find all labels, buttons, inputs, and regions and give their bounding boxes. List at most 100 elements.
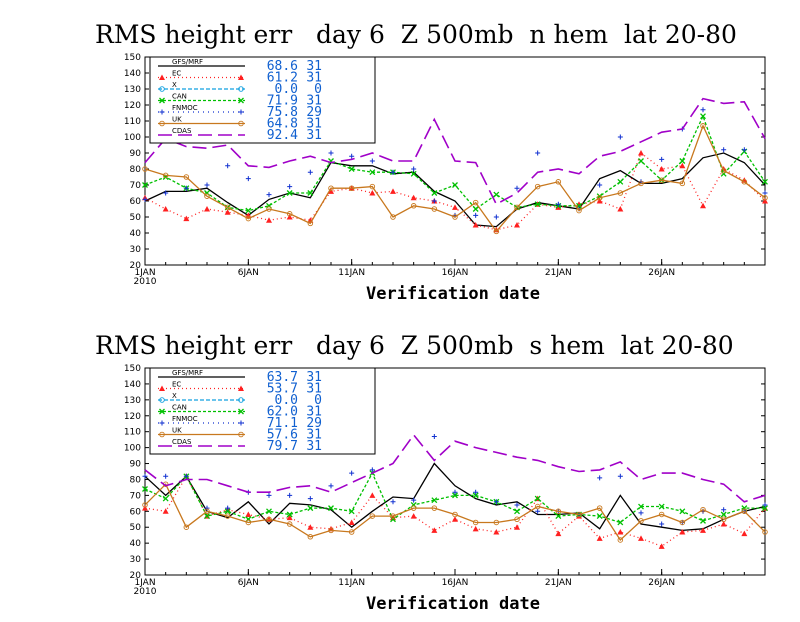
x-tick-label: 6JAN — [238, 268, 259, 278]
data-point — [514, 516, 520, 523]
y-tick-label: 60 — [130, 507, 142, 517]
legend-count: 31 — [306, 117, 322, 132]
data-point — [514, 508, 520, 515]
data-point — [679, 508, 686, 515]
x-axis-label: Verification date — [366, 284, 540, 304]
data-point — [452, 516, 458, 522]
data-point — [328, 483, 334, 489]
legend-series-name: GFS/MRF — [172, 58, 203, 66]
data-point — [741, 530, 748, 537]
series-line — [144, 474, 766, 548]
data-point — [596, 513, 603, 520]
data-point — [514, 524, 520, 530]
data-point — [762, 190, 768, 196]
y-tick-label: 150 — [124, 53, 141, 63]
legend-series-name: EC — [172, 70, 181, 78]
data-point — [617, 190, 624, 196]
legend-marker — [159, 408, 165, 415]
legend-marker — [238, 408, 244, 415]
legend-mean: 61.2 — [267, 71, 298, 86]
data-point — [287, 492, 293, 498]
data-point — [534, 495, 541, 502]
data-point — [762, 505, 768, 512]
data-point — [721, 507, 727, 513]
data-point — [286, 511, 293, 518]
data-point — [245, 215, 252, 222]
data-point — [658, 177, 665, 183]
series-line — [144, 97, 766, 206]
legend-marker — [238, 74, 244, 80]
data-point — [452, 214, 458, 220]
legend-marker — [159, 86, 165, 92]
series-line — [144, 483, 766, 542]
data-point — [390, 188, 396, 194]
y-tick-label: 50 — [130, 523, 142, 533]
legend-marker — [159, 109, 165, 115]
data-point — [369, 169, 376, 176]
legend-marker — [238, 97, 244, 104]
data-point — [617, 178, 624, 185]
data-point — [307, 534, 314, 540]
data-point — [390, 214, 396, 220]
data-point — [369, 190, 376, 196]
legend-series-name: X — [172, 392, 177, 400]
data-point — [596, 535, 603, 541]
legend-mean: 0.0 — [275, 393, 298, 408]
data-point — [411, 497, 417, 503]
data-point — [638, 518, 644, 524]
legend-marker — [159, 420, 165, 426]
data-point — [162, 495, 169, 502]
legend-marker — [238, 397, 244, 403]
data-point — [369, 492, 376, 498]
data-point — [204, 193, 210, 199]
legend-box — [149, 56, 376, 144]
data-point — [700, 123, 706, 129]
data-point — [555, 508, 562, 515]
data-point — [390, 514, 396, 521]
legend-mean: 71.9 — [267, 94, 298, 109]
data-point — [596, 198, 603, 204]
legend-count: 31 — [306, 382, 322, 397]
data-point — [473, 489, 479, 495]
series-cdas — [144, 97, 766, 206]
data-point — [162, 172, 169, 179]
legend-mean: 75.8 — [267, 105, 298, 120]
legend-marker — [238, 385, 244, 391]
legend-mean: 71.1 — [267, 416, 298, 431]
data-point — [142, 196, 148, 202]
data-point — [493, 529, 500, 535]
data-point — [514, 204, 520, 211]
data-point — [514, 502, 520, 508]
y-tick-label: 30 — [130, 555, 142, 565]
data-point — [617, 537, 624, 543]
x-tick-label: 11JAN — [338, 578, 365, 588]
legend-series-name: FNMOC — [172, 415, 198, 423]
data-point — [452, 489, 458, 495]
data-point — [659, 156, 665, 162]
y-tick-label: 30 — [130, 245, 142, 255]
legend-marker — [238, 109, 244, 115]
data-point — [266, 508, 272, 515]
data-point — [473, 212, 479, 218]
legend-series-name: CDAS — [172, 127, 192, 135]
north-hemisphere-panel: RMS height err day 6 Z 500mb n hem lat 2… — [95, 20, 768, 304]
data-point — [266, 206, 272, 212]
data-point — [183, 215, 190, 222]
series-uk — [142, 123, 768, 235]
data-point — [431, 527, 438, 533]
data-point — [348, 508, 355, 515]
legend-marker — [159, 397, 165, 403]
data-point — [307, 190, 314, 196]
data-point — [224, 209, 231, 215]
data-point — [617, 206, 624, 212]
data-point — [514, 185, 520, 191]
data-point — [348, 519, 355, 525]
legend-marker — [159, 74, 165, 80]
legend-count: 0 — [314, 393, 322, 408]
data-point — [762, 195, 768, 201]
data-point — [721, 147, 727, 153]
data-point — [431, 433, 437, 439]
data-point — [638, 180, 644, 187]
data-point — [286, 514, 293, 521]
